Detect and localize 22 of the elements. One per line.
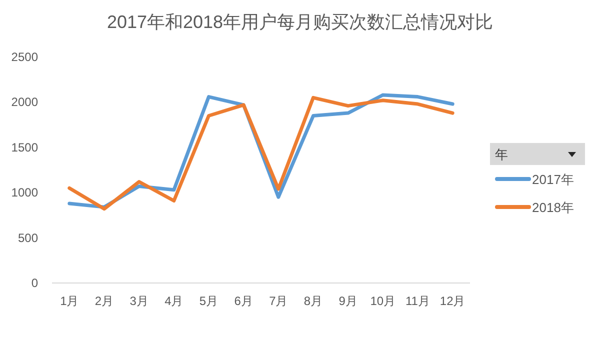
y-tick-label: 500 bbox=[18, 230, 38, 245]
legend-label: 2018年 bbox=[532, 200, 574, 215]
x-tick-label: 9月 bbox=[338, 294, 358, 308]
x-tick-label: 12月 bbox=[440, 294, 466, 308]
x-tick-label: 8月 bbox=[304, 294, 323, 308]
x-tick-label: 11月 bbox=[406, 294, 430, 308]
y-tick-label: 2000 bbox=[11, 95, 38, 110]
x-tick-label: 10月 bbox=[370, 294, 396, 308]
y-tick-label: 2500 bbox=[11, 50, 38, 64]
x-tick-label: 6月 bbox=[234, 294, 253, 308]
chart-title: 2017年和2018年用户每月购买次数汇总情况对比 bbox=[106, 12, 494, 32]
y-tick-label: 1500 bbox=[11, 140, 38, 154]
legend-label: 2017年 bbox=[532, 172, 574, 187]
x-tick-label: 4月 bbox=[164, 294, 184, 308]
x-tick-label: 2月 bbox=[94, 294, 114, 308]
y-tick-label: 0 bbox=[31, 276, 38, 290]
legend-title: 年 bbox=[495, 147, 508, 162]
x-tick-label: 1月 bbox=[60, 294, 79, 308]
x-tick-label: 7月 bbox=[269, 294, 288, 308]
x-tick-label: 5月 bbox=[199, 294, 218, 308]
y-tick-label: 1000 bbox=[11, 186, 38, 200]
x-tick-label: 3月 bbox=[130, 294, 148, 308]
